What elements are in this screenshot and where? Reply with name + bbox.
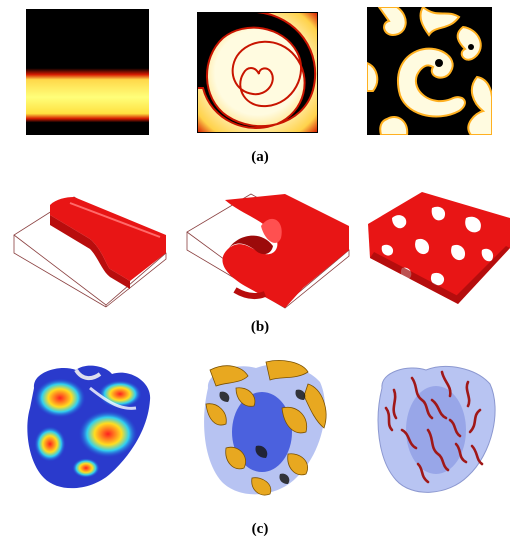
- panel-c3: [372, 360, 502, 500]
- panel-b1: [10, 195, 170, 310]
- scroll-wave-3d-slab-image: [186, 193, 350, 309]
- caption-c: (c): [251, 521, 269, 537]
- heart-filaments-image: [377, 366, 496, 493]
- spiral-breakup-2d-image: [367, 7, 492, 135]
- panel-b2: [185, 190, 353, 315]
- panel-a2: [197, 12, 318, 133]
- caption-a: (a): [251, 149, 269, 165]
- spiral-wave-2d-image: [197, 12, 318, 133]
- scroll-breakup-3d-slab-image: [368, 192, 510, 304]
- heart-surface-activation-image: [27, 365, 151, 489]
- panel-a1: [26, 9, 149, 135]
- planar-wave-2d-image: [26, 9, 149, 135]
- panel-c1: [20, 358, 160, 498]
- caption-b: (b): [250, 319, 270, 335]
- panel-c2: [196, 358, 336, 503]
- panel-a3: [367, 7, 492, 135]
- heart-wavefront-isosurface-image: [204, 360, 327, 496]
- panel-b3: [362, 188, 514, 308]
- planar-wave-3d-slab-image: [13, 196, 167, 308]
